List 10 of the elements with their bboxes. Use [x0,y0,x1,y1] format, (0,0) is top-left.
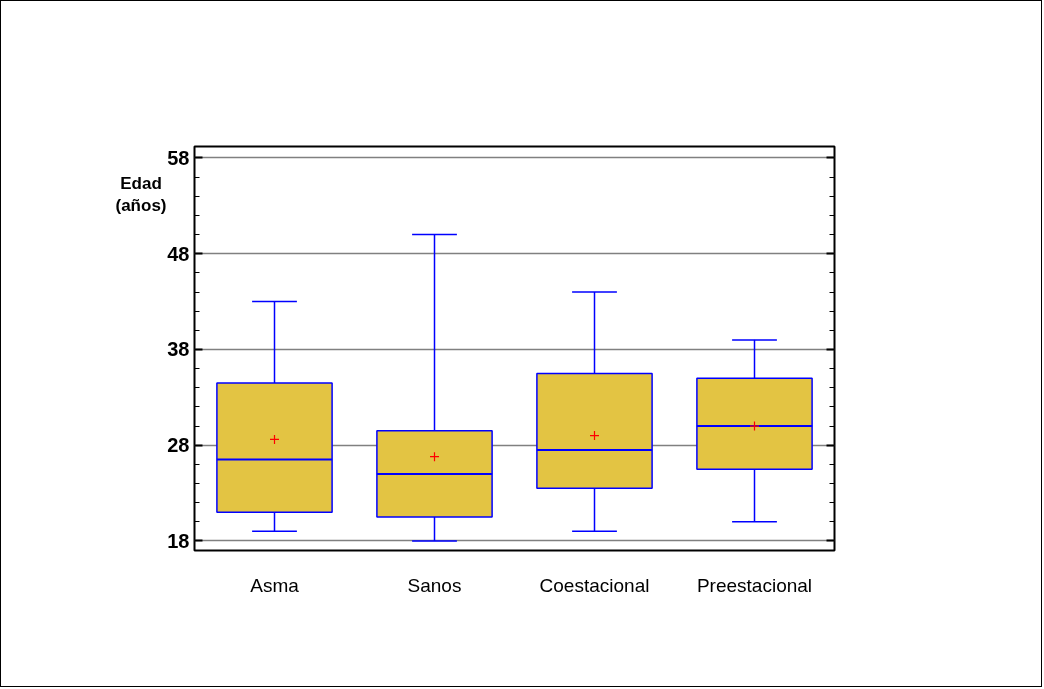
y-tick-label: 18 [167,529,190,552]
x-tick-label: Asma [250,574,300,596]
y-axis-title: Edad (años) [115,173,167,217]
y-tick-label: 58 [167,146,190,169]
y-tick-label: 28 [167,434,190,457]
x-tick-label: Preestacional [696,574,813,596]
x-tick-label: Coestacional [539,574,650,596]
y-tick-label: 48 [167,242,190,265]
x-tick-label: Sanos [407,574,462,596]
y-tick-label: 38 [167,338,190,361]
